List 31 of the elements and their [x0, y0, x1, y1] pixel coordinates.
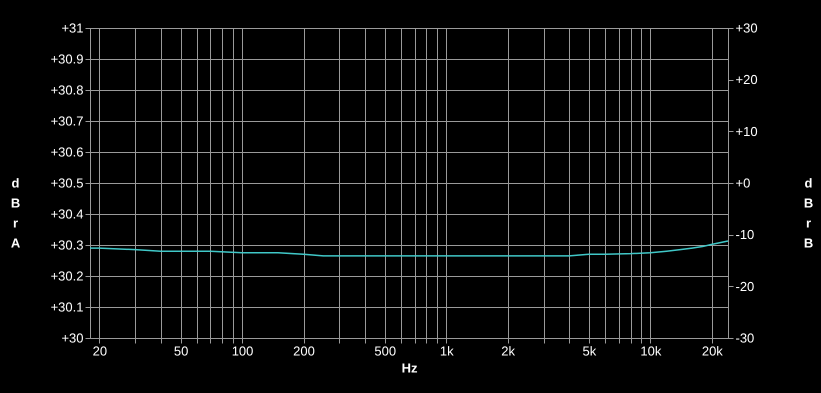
x-tick-label: 5k: [582, 344, 597, 358]
y-tick-label: +30.2: [50, 268, 84, 284]
y-axis-title: dBr A: [10, 176, 21, 250]
y-tick-label: +30.9: [50, 52, 84, 66]
y2-tick-label: -20: [736, 278, 754, 294]
y2-tick-label: +30: [736, 20, 758, 36]
y-tick-label: +30.6: [50, 144, 84, 160]
y-tick-label: +30.3: [50, 238, 84, 252]
x-tick-label: 20k: [702, 344, 724, 358]
y-tick-label: +31: [61, 20, 84, 36]
x-tick-label: 200: [293, 344, 315, 358]
x-tick-label: 500: [374, 344, 396, 358]
y-tick-label: +30.7: [50, 114, 84, 128]
x-tick-label: 2k: [501, 344, 516, 358]
y2-tick-label: +0: [736, 176, 750, 190]
y2-tick-label: -30: [736, 330, 754, 346]
x-tick-label: 10k: [640, 344, 662, 358]
y2-tick-label: -10: [736, 227, 754, 242]
x-tick-label: 1k: [440, 344, 454, 358]
y-tick-label: +30.4: [50, 206, 84, 222]
y-tick-label: +30.8: [50, 82, 84, 98]
y-tick-label: +30.1: [50, 300, 84, 314]
x-axis-title: Hz: [402, 360, 418, 376]
y2-tick-label: +20: [736, 72, 758, 88]
x-tick-label: 50: [174, 344, 188, 358]
x-tick-label: 20: [92, 344, 108, 358]
y2-tick-label: +10: [736, 124, 758, 139]
y2-axis-title: dBr B: [804, 176, 814, 250]
y-tick-label: +30.5: [50, 176, 84, 190]
x-tick-label: 100: [232, 344, 254, 358]
y-tick-label: +30: [61, 330, 84, 346]
